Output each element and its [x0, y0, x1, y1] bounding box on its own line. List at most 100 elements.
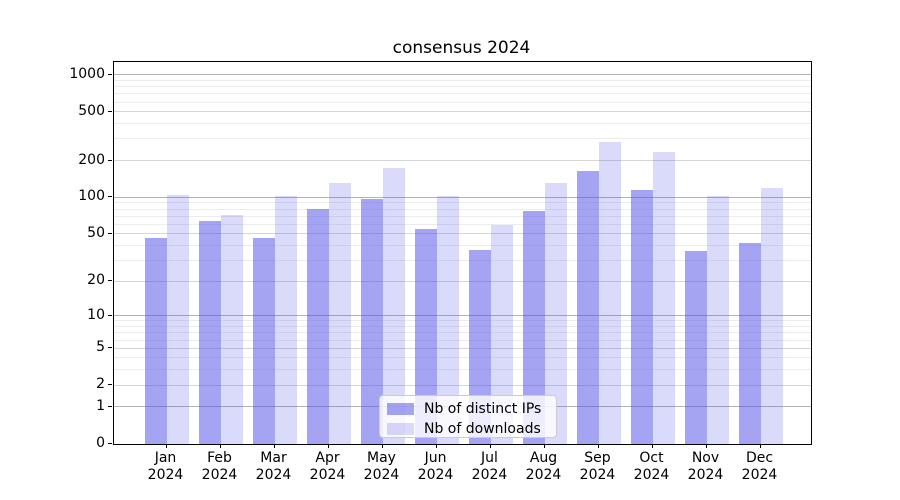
legend-swatch-distinct-ips-icon [387, 402, 414, 415]
y-tick-label: 0 [96, 435, 105, 451]
bar-downloads [706, 195, 729, 444]
bar-downloads [382, 167, 405, 444]
x-tick-mark [165, 444, 167, 448]
y-tick-mark [108, 73, 112, 75]
gridline [114, 245, 811, 247]
bar-distinct-ips [684, 251, 707, 444]
x-tick-mark [705, 444, 707, 448]
gridline [114, 79, 811, 81]
x-tick-label: Apr 2024 [309, 450, 346, 483]
gridline [114, 123, 811, 125]
bar-downloads [490, 225, 513, 444]
y-tick-mark [108, 232, 112, 234]
gridline [114, 357, 811, 359]
x-tick-label: Mar 2024 [255, 450, 292, 483]
gridline [114, 369, 811, 371]
gridline [114, 326, 811, 328]
x-tick-label: Oct 2024 [633, 450, 670, 483]
gridline [114, 223, 811, 225]
gridline [114, 280, 811, 282]
gridline [114, 74, 811, 76]
y-tick-label: 2 [96, 376, 105, 393]
y-tick-mark [108, 196, 112, 198]
bar-downloads [328, 183, 351, 444]
bar-downloads [220, 214, 243, 444]
y-tick-mark [108, 159, 112, 161]
y-tick-mark [108, 347, 112, 349]
gridline [114, 101, 811, 103]
y-tick-label: 1 [96, 397, 105, 414]
bar-distinct-ips [198, 220, 221, 444]
bar-distinct-ips [630, 189, 653, 444]
gridline [114, 259, 811, 261]
gridline [114, 315, 811, 317]
x-tick-label: Nov 2024 [687, 450, 724, 483]
x-tick-mark [597, 444, 599, 448]
legend-label-downloads: Nb of downloads [424, 420, 541, 437]
bar-distinct-ips [360, 199, 383, 444]
bar-downloads [436, 195, 459, 444]
x-tick-label: May 2024 [363, 450, 400, 483]
bar-distinct-ips [252, 238, 275, 444]
y-tick-label: 200 [78, 151, 105, 168]
y-tick-label: 1000 [69, 65, 105, 82]
x-tick-mark [273, 444, 275, 448]
y-tick-mark [108, 405, 112, 407]
gridline [114, 347, 811, 349]
gridline [114, 339, 811, 341]
x-tick-label: Sep 2024 [579, 450, 616, 483]
gridline [114, 196, 811, 198]
legend-item-distinct-ips: Nb of distinct IPs [387, 400, 556, 417]
bar-distinct-ips [414, 228, 437, 444]
bar-downloads [166, 194, 189, 444]
gridline [114, 86, 811, 88]
gridline [114, 215, 811, 217]
gridline [114, 332, 811, 334]
x-tick-label: Aug 2024 [525, 450, 562, 483]
x-tick-mark [651, 444, 653, 448]
gridline [114, 111, 811, 113]
x-tick-mark [327, 444, 329, 448]
x-tick-label: Feb 2024 [201, 450, 238, 483]
bar-downloads [652, 151, 675, 444]
y-tick-mark [108, 280, 112, 282]
chart-title: consensus 2024 [392, 38, 531, 58]
legend-label-distinct-ips: Nb of distinct IPs [424, 400, 542, 417]
y-tick-mark [108, 110, 112, 112]
bar-downloads [544, 183, 567, 444]
gridline [114, 138, 811, 140]
x-tick-mark [543, 444, 545, 448]
gridline [114, 384, 811, 386]
y-tick-label: 20 [87, 272, 105, 289]
legend-swatch-downloads-icon [387, 422, 414, 435]
gridline [114, 202, 811, 204]
y-tick-label: 10 [87, 306, 105, 323]
y-tick-mark [108, 384, 112, 386]
gridline [114, 320, 811, 322]
y-tick-label: 5 [96, 339, 105, 356]
x-tick-label: Jan 2024 [147, 450, 184, 483]
gridline [114, 160, 811, 162]
x-tick-mark [435, 444, 437, 448]
y-tick-label: 50 [87, 224, 105, 241]
x-tick-mark [759, 444, 761, 448]
x-tick-mark [219, 444, 221, 448]
bar-distinct-ips [522, 210, 545, 444]
y-tick-mark [108, 314, 112, 316]
x-tick-label: Dec 2024 [741, 450, 778, 483]
bar-downloads [760, 188, 783, 444]
x-tick-mark [381, 444, 383, 448]
gridline [114, 93, 811, 95]
plot-area [113, 61, 812, 445]
bar-distinct-ips [306, 208, 329, 444]
bar-distinct-ips [738, 243, 761, 444]
legend-item-downloads: Nb of downloads [387, 420, 556, 437]
x-tick-label: Jul 2024 [471, 450, 508, 483]
y-tick-mark [108, 443, 112, 444]
bar-distinct-ips [576, 171, 599, 444]
gridline [114, 233, 811, 235]
bar-distinct-ips [144, 238, 167, 444]
y-tick-label: 100 [78, 188, 105, 205]
bar-downloads [274, 195, 297, 444]
